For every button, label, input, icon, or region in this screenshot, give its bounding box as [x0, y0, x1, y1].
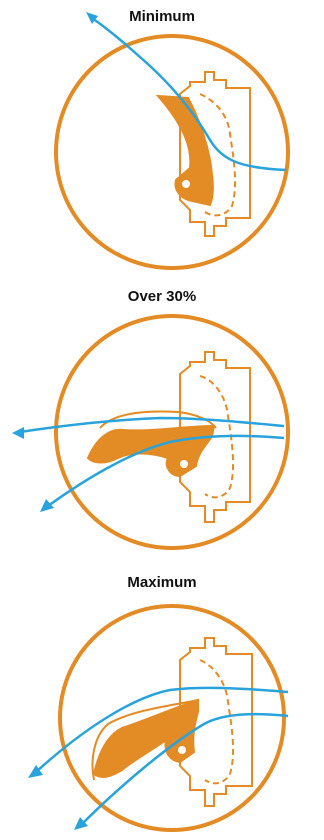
airflow-line-upper [35, 686, 289, 773]
vane-pivot [182, 180, 190, 188]
diagram-over-30 [12, 314, 290, 550]
panel-title-minimum: Minimum [129, 8, 195, 25]
airflow-line-lower [81, 712, 289, 825]
airflow-arrowhead-upper [28, 765, 43, 778]
enclosure-ring [54, 314, 290, 550]
vane-outline [91, 699, 199, 781]
airflow-arrowhead-lower [40, 499, 54, 512]
panel-maximum: Maximum [0, 560, 324, 840]
vane-maximum [92, 698, 199, 778]
dashed-profile [199, 375, 235, 499]
dashed-profile [199, 93, 237, 217]
housing-outline [179, 637, 253, 807]
airflow-arrowhead-lower [74, 817, 88, 830]
dashed-profile [199, 659, 235, 785]
enclosure-ring [54, 34, 290, 270]
vane-minimum [155, 94, 214, 207]
enclosure-ring [58, 604, 286, 832]
panel-over-30: Over 30% [0, 280, 324, 560]
housing-outline [179, 71, 251, 237]
diagram-minimum [54, 12, 290, 270]
airflow-arrowhead [86, 12, 98, 24]
panel-title-over-30: Over 30% [127, 288, 197, 305]
housing-outline [179, 351, 251, 523]
airflow-line-lower [47, 434, 285, 508]
airflow-line [91, 16, 287, 172]
airflow-arrowhead-upper [12, 427, 24, 439]
vane-pivot [180, 460, 188, 468]
vane-pivot [178, 746, 186, 754]
diagram-maximum [28, 604, 289, 832]
airflow-line-upper [19, 416, 285, 434]
panel-title-maximum: Maximum [127, 574, 197, 591]
panel-minimum: Minimum [0, 0, 324, 280]
